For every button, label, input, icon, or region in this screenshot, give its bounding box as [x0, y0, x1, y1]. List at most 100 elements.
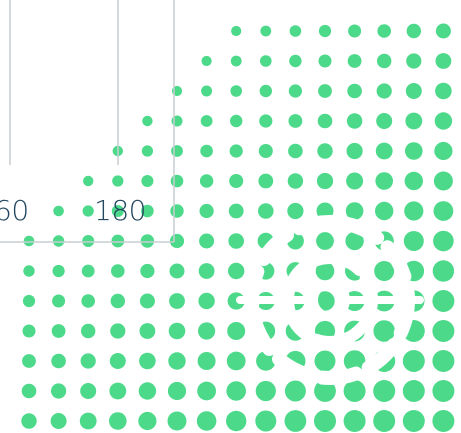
- halftone-dot: [317, 113, 333, 129]
- halftone-dot: [167, 411, 187, 431]
- halftone-dot: [80, 353, 96, 369]
- halftone-dot: [21, 383, 37, 399]
- halftone-dot: [432, 260, 455, 282]
- halftone-dot: [347, 54, 362, 68]
- halftone-dot: [141, 204, 154, 218]
- halftone-dot: [432, 410, 455, 432]
- halftone-dot: [139, 352, 156, 370]
- halftone-dot: [82, 235, 95, 247]
- halftone-dot: [284, 380, 306, 402]
- halftone-dot: [343, 410, 366, 432]
- halftone-dot: [343, 350, 366, 372]
- halftone-dot: [139, 293, 155, 309]
- halftone-dot: [52, 294, 66, 308]
- halftone-dot: [375, 142, 393, 160]
- halftone-dot: [168, 322, 186, 340]
- halftone-dot: [226, 410, 247, 432]
- halftone-dot: [287, 202, 304, 220]
- halftone-dot: [288, 114, 303, 128]
- halftone-dot: [315, 291, 335, 311]
- halftone-dot: [318, 24, 332, 38]
- halftone-dot: [316, 172, 334, 190]
- halftone-dot: [109, 353, 126, 369]
- halftone-dot: [432, 320, 455, 342]
- halftone-dot: [402, 350, 425, 372]
- halftone-dot: [432, 350, 455, 372]
- halftone-dot: [198, 263, 215, 279]
- halftone-dot: [318, 84, 332, 98]
- halftone-dot: [167, 381, 187, 401]
- halftone-dot: [376, 83, 392, 99]
- halftone-dot: [169, 263, 185, 279]
- halftone-dot: [288, 143, 303, 159]
- halftone-dot: [226, 351, 246, 371]
- halftone-dot: [230, 114, 243, 128]
- halftone-dot: [405, 112, 423, 130]
- halftone-dot: [258, 173, 274, 189]
- halftone-dot: [81, 264, 95, 278]
- halftone-dot: [375, 172, 394, 190]
- halftone-dot: [343, 380, 366, 402]
- halftone-dot: [347, 83, 362, 99]
- halftone-dot: [402, 410, 425, 432]
- halftone-dot: [258, 203, 274, 219]
- halftone-dot: [256, 351, 276, 371]
- halftone-dot: [226, 381, 246, 401]
- halftone-dot: [229, 144, 243, 158]
- halftone-dot: [141, 175, 154, 187]
- halftone-dot: [284, 410, 307, 432]
- halftone-dot: [82, 205, 94, 217]
- halftone-dot: [228, 203, 244, 219]
- halftone-dot: [198, 322, 216, 340]
- halftone-dot: [110, 293, 126, 309]
- halftone-dot: [51, 353, 66, 369]
- halftone-dot: [80, 383, 97, 399]
- halftone-dot: [432, 380, 455, 402]
- halftone-dot: [111, 234, 125, 248]
- halftone-dot: [433, 171, 453, 191]
- halftone-dot: [109, 412, 127, 430]
- halftone-dot: [314, 350, 336, 372]
- halftone-dot: [199, 174, 214, 188]
- halftone-dot: [345, 231, 364, 251]
- halftone-dot: [318, 54, 332, 68]
- halftone-dot: [110, 323, 126, 339]
- halftone-dot: [140, 234, 155, 248]
- halftone-dot: [259, 114, 273, 128]
- halftone-dot: [230, 85, 242, 97]
- halftone-dot: [435, 82, 452, 100]
- halftone-dot: [377, 53, 392, 69]
- halftone-dot: [199, 203, 214, 219]
- ruler-tick-label: 180: [94, 194, 146, 227]
- halftone-dot: [81, 294, 95, 308]
- halftone-dot: [406, 23, 421, 39]
- halftone-dot: [111, 264, 125, 278]
- halftone-dot: [142, 115, 153, 127]
- halftone-dot: [168, 352, 186, 370]
- halftone-dot: [435, 53, 452, 69]
- halftone-dot: [79, 412, 97, 430]
- halftone-dot: [374, 261, 395, 281]
- halftone-dot: [201, 85, 213, 97]
- halftone-dot: [200, 144, 213, 158]
- halftone-dot: [22, 294, 36, 308]
- halftone-dot: [169, 293, 185, 309]
- halftone-dot: [230, 55, 242, 67]
- halftone-dot: [255, 380, 276, 402]
- halftone-dot: [346, 142, 363, 160]
- halftone-dot: [373, 320, 396, 342]
- halftone-dot: [52, 264, 65, 278]
- halftone-dot: [228, 233, 244, 249]
- halftone-dot: [433, 230, 454, 252]
- halftone-dot: [200, 115, 213, 127]
- halftone-dot: [53, 205, 64, 217]
- halftone-dot: [348, 24, 362, 38]
- halftone-dot: [405, 142, 423, 160]
- halftone-dot: [346, 172, 364, 190]
- halftone-dot: [289, 25, 302, 37]
- dial-center-ring: [310, 280, 350, 320]
- halftone-dot: [432, 290, 455, 312]
